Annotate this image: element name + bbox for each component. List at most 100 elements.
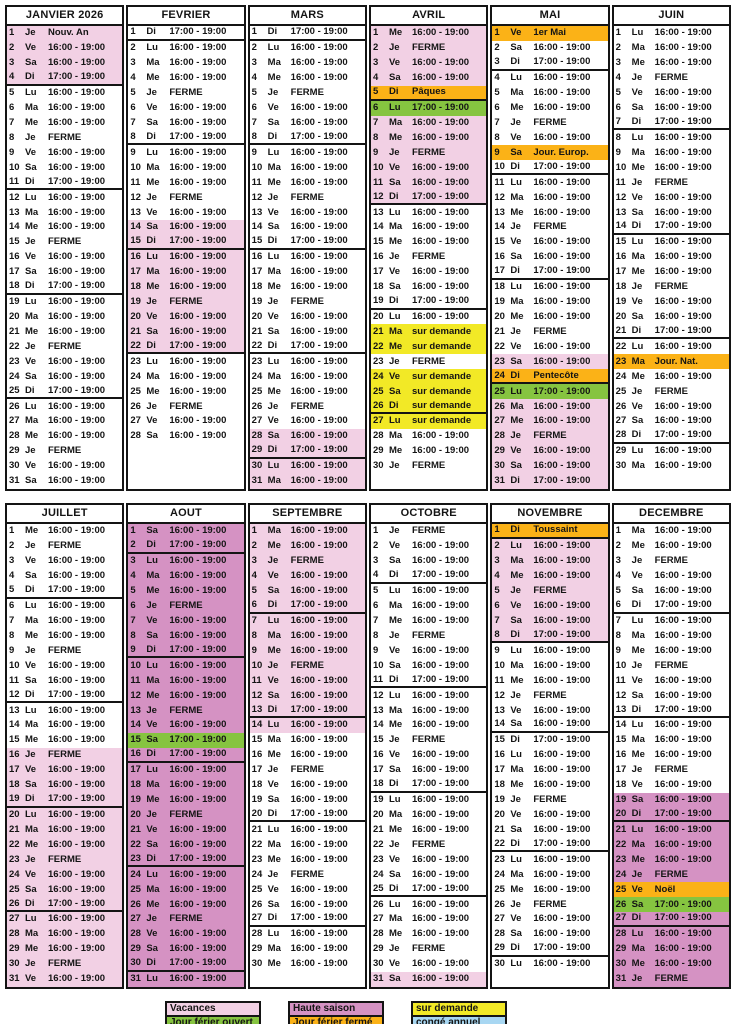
day-number: 18: [130, 779, 141, 791]
day-number: 26: [494, 898, 505, 910]
day-row: 10 Je FERME: [249, 658, 365, 674]
day-number: 20: [251, 807, 263, 819]
day-row: 7 Ma 16:00 - 19:00: [7, 614, 122, 629]
day-row: 1 Lu 16:00 - 19:00: [614, 26, 729, 41]
day-abbrev: Ma: [267, 629, 281, 641]
day-number: 24: [373, 370, 384, 382]
day-value: 16:00 - 19:00: [533, 555, 591, 567]
day-number: 21: [494, 325, 505, 337]
day-abbrev: Me: [25, 525, 39, 537]
day-number: 7: [615, 614, 621, 626]
day-value: 16:00 - 19:00: [654, 644, 712, 656]
day-value: FERME: [290, 555, 324, 567]
day-number: 11: [494, 674, 505, 686]
day-abbrev: Di: [631, 599, 642, 611]
day-value: 16:00 - 19:00: [533, 570, 591, 582]
day-abbrev: Sa: [631, 898, 644, 910]
day-value: 17:00 - 19:00: [290, 339, 348, 351]
day-row: 14 Ma 16:00 - 19:00: [371, 220, 486, 235]
day-abbrev: Ma: [25, 614, 39, 626]
day-abbrev: Je: [389, 251, 400, 263]
day-value: FERME: [48, 958, 82, 970]
day-value: 16:00 - 19:00: [290, 206, 348, 218]
day-number: 5: [373, 585, 379, 597]
day-value: 16:00 - 19:00: [412, 206, 470, 218]
day-abbrev: Ma: [146, 370, 160, 382]
day-value: FERME: [412, 355, 446, 367]
day-row: 1 Di 17:00 - 19:00: [249, 26, 365, 41]
day-number: 15: [251, 734, 263, 746]
day-row: 23 Me 16:00 - 19:00: [613, 852, 729, 868]
day-number: 4: [9, 71, 15, 83]
day-abbrev: Lu: [510, 385, 522, 397]
day-abbrev: Ma: [146, 674, 160, 686]
day-row: 8 Ma 16:00 - 19:00: [614, 628, 729, 643]
day-number: 6: [130, 102, 136, 114]
day-value: 16:00 - 19:00: [533, 749, 591, 761]
day-number: 12: [373, 689, 384, 701]
day-row: 3 Di 17:00 - 19:00: [492, 56, 608, 71]
day-row: 23 Me 16:00 - 19:00: [250, 852, 365, 867]
day-value: 16:00 - 19:00: [169, 310, 227, 322]
day-number: 3: [130, 57, 136, 69]
day-abbrev: Di: [146, 339, 156, 351]
day-value: 16:00 - 19:00: [48, 764, 106, 776]
day-abbrev: Me: [267, 958, 281, 970]
day-value: 16:00 - 19:00: [290, 72, 348, 84]
day-abbrev: Me: [389, 823, 403, 835]
day-row: 15 Ma 16:00 - 19:00: [250, 733, 365, 748]
day-abbrev: Sa: [267, 325, 280, 337]
day-value: 16:00 - 19:00: [48, 555, 106, 567]
day-number: 11: [615, 176, 626, 188]
day-value: 16:00 - 19:00: [290, 525, 348, 537]
day-abbrev: Me: [267, 176, 281, 188]
day-number: 19: [251, 794, 263, 806]
day-number: 20: [494, 310, 505, 322]
day-abbrev: Ve: [631, 570, 643, 582]
day-value: 16:00 - 19:00: [533, 540, 591, 552]
day-abbrev: Ma: [389, 808, 403, 820]
day-row: 20 Ma 16:00 - 19:00: [371, 808, 486, 823]
day-value: 16:00 - 19:00: [48, 87, 106, 99]
day-abbrev: Lu: [146, 146, 158, 158]
day-row: 26 Di 17:00 - 19:00: [7, 897, 123, 912]
month-title: SEPTEMBRE: [249, 505, 365, 524]
day-abbrev: Ve: [510, 340, 522, 352]
day-abbrev: Je: [389, 525, 400, 537]
day-value: 16:00 - 19:00: [412, 72, 470, 84]
day-abbrev: Me: [631, 540, 645, 552]
day-number: 1: [251, 525, 257, 537]
day-abbrev: Di: [267, 444, 278, 456]
day-row: 5 Ma 16:00 - 19:00: [492, 86, 607, 101]
day-row: 9 Ve 16:00 - 19:00: [7, 145, 122, 160]
day-row: 22 Ma 16:00 - 19:00: [250, 837, 365, 852]
day-row: 10 Ma 16:00 - 19:00: [492, 658, 607, 673]
day-number: 9: [615, 146, 621, 158]
day-abbrev: Ma: [389, 704, 403, 716]
day-number: 2: [251, 540, 257, 552]
day-row: 19 Je FERME: [250, 295, 365, 310]
day-abbrev: Sa: [146, 221, 158, 233]
day-number: 3: [373, 57, 379, 69]
day-row: 12 Ve 16:00 - 19:00: [614, 190, 729, 205]
day-number: 30: [251, 460, 263, 472]
day-number: 13: [9, 206, 20, 218]
day-value: FERME: [412, 251, 446, 263]
day-number: 17: [251, 764, 263, 776]
day-abbrev: Sa: [510, 251, 522, 263]
day-abbrev: Je: [510, 794, 521, 806]
day-value: 16:00 - 19:00: [654, 719, 712, 731]
day-number: 23: [9, 355, 20, 367]
day-abbrev: Di: [510, 524, 520, 536]
day-number: 4: [130, 570, 136, 582]
day-number: 12: [130, 689, 141, 701]
day-number: 14: [615, 220, 627, 232]
day-value: FERME: [412, 943, 446, 955]
day-abbrev: Je: [146, 600, 157, 612]
day-abbrev: Sa: [25, 57, 37, 69]
day-value: FERME: [412, 838, 446, 850]
day-row: 31 Lu 16:00 - 19:00: [128, 971, 244, 987]
day-number: 7: [251, 614, 257, 626]
day-row: 4 Di 17:00 - 19:00: [7, 70, 123, 86]
day-number: 23: [9, 853, 20, 865]
